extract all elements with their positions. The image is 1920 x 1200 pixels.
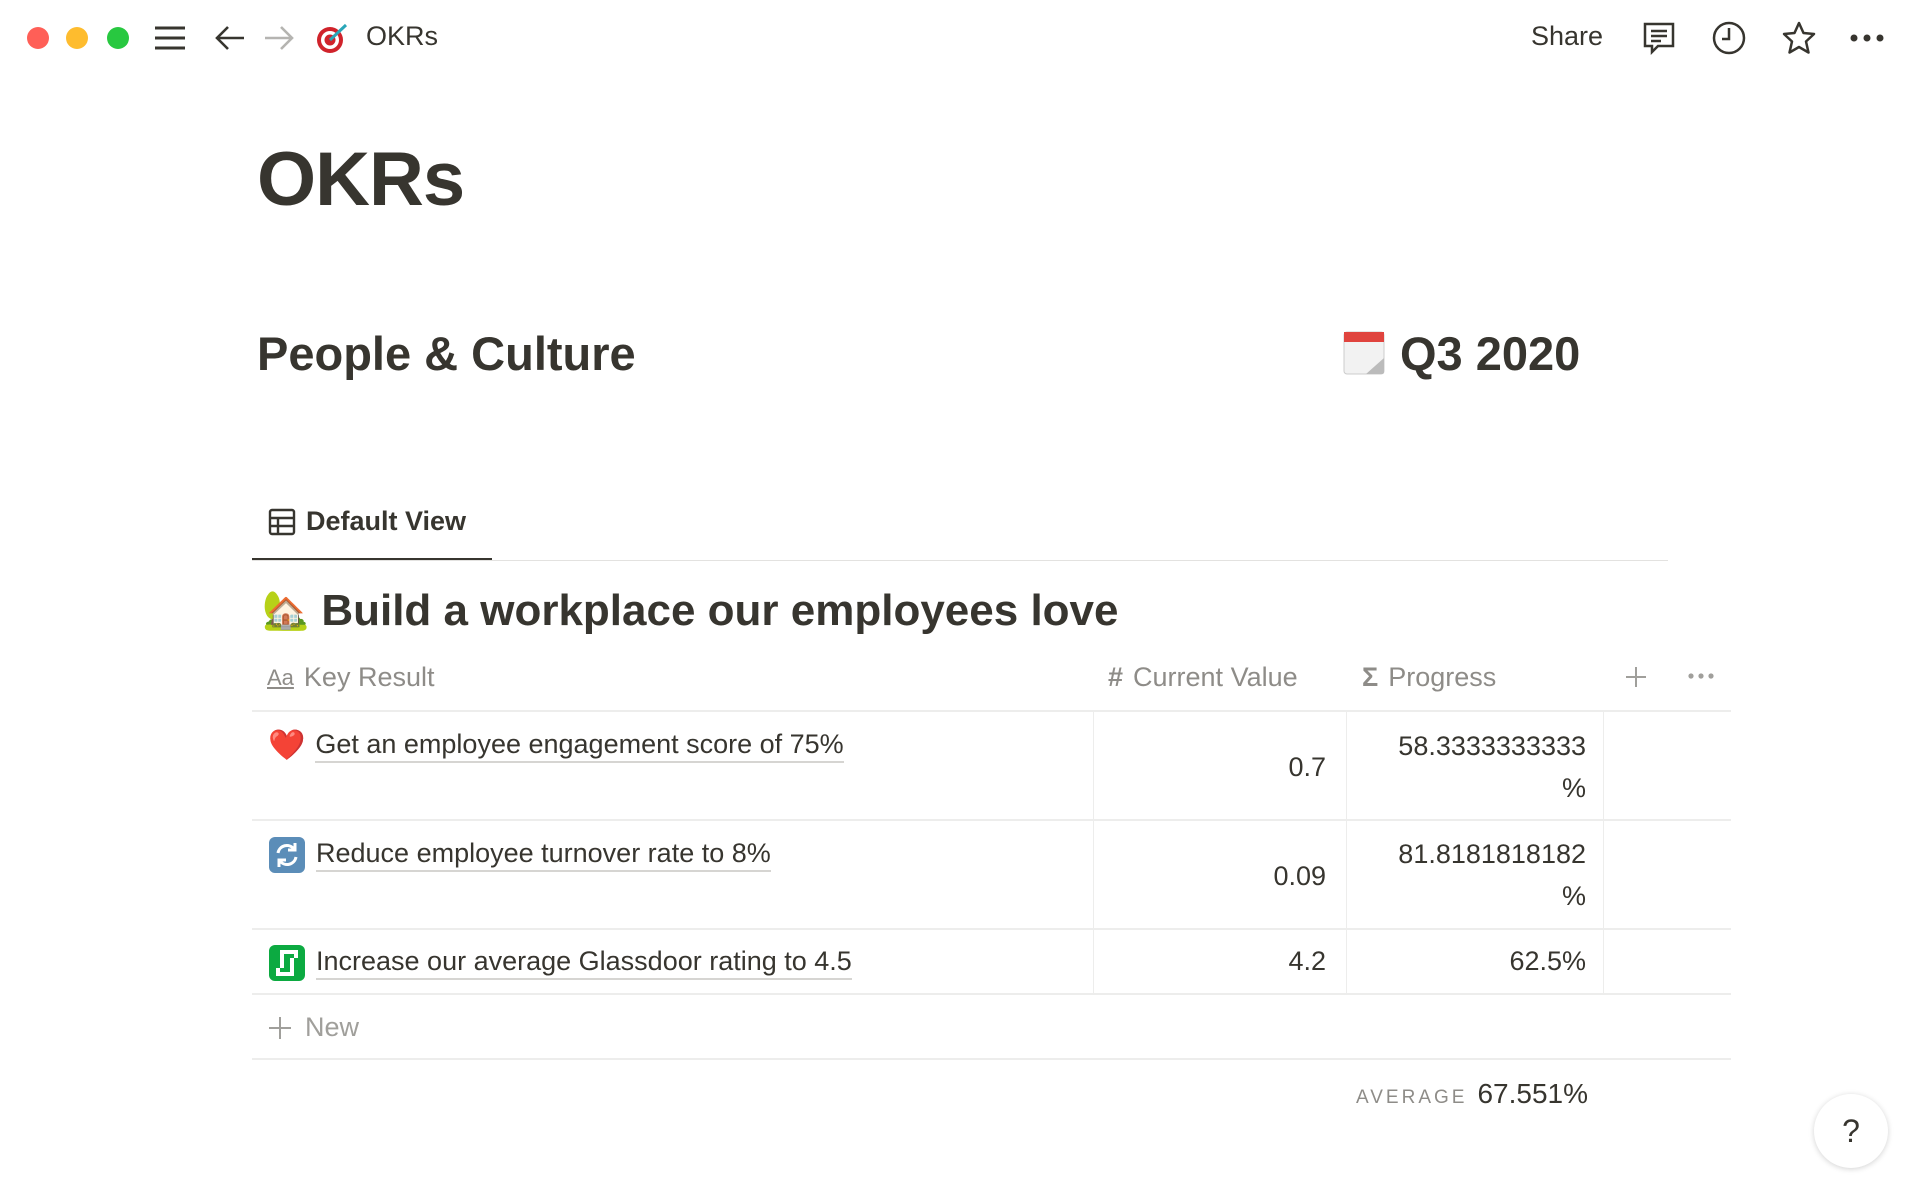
group-title: Build a workplace our employees love [321, 586, 1119, 635]
add-column-icon[interactable] [1624, 665, 1648, 689]
target-icon [314, 20, 350, 56]
current-value-cell[interactable]: 4.2 [1288, 946, 1326, 976]
key-result-link[interactable]: Reduce employee turnover rate to 8% [316, 838, 771, 872]
average-value: 67.551% [1477, 1078, 1588, 1109]
comment-icon[interactable] [1640, 20, 1678, 56]
group-heading: 🏡 Build a workplace our employees love [262, 586, 1118, 636]
forward-arrow-icon[interactable] [261, 20, 297, 56]
view-divider [252, 560, 1668, 561]
new-label: New [305, 1012, 360, 1042]
plus-icon [267, 1015, 293, 1041]
progress-cell-suffix: % [1561, 773, 1586, 803]
quarter-heading: Q3 2020 [1400, 327, 1581, 380]
refresh-icon [268, 836, 306, 874]
share-button[interactable]: Share [1531, 21, 1604, 51]
number-type-icon: # [1108, 662, 1124, 692]
back-arrow-icon[interactable] [212, 20, 248, 56]
house-icon: 🏡 [262, 590, 310, 632]
progress-cell: 58.3333333333 [1398, 731, 1586, 761]
active-tab-underline [252, 558, 492, 561]
more-options-icon[interactable] [1848, 20, 1886, 56]
sidebar-menu-icon[interactable] [152, 20, 188, 56]
page-title: OKRs [257, 137, 465, 222]
key-result-link[interactable]: Increase our average Glassdoor rating to… [316, 946, 852, 980]
table-options-icon[interactable] [1687, 672, 1715, 680]
help-button[interactable]: ? [1814, 1094, 1888, 1168]
tab-default-view[interactable]: Default View [268, 506, 466, 537]
tab-label: Default View [306, 506, 467, 536]
calendar-icon [1342, 328, 1386, 376]
formula-type-icon: Σ [1362, 662, 1379, 692]
average-label: AVERAGE [1355, 1087, 1468, 1108]
table-row[interactable]: Increase our average Glassdoor rating to… [268, 944, 852, 982]
progress-cell-suffix: % [1561, 881, 1586, 911]
column-label: Key Result [303, 662, 435, 692]
glassdoor-icon [268, 944, 306, 982]
average-calculation[interactable]: AVERAGE 67.551% [1300, 1078, 1588, 1110]
column-header-key-result[interactable]: Aa Key Result [267, 662, 434, 693]
current-value-cell[interactable]: 0.09 [1273, 861, 1326, 891]
table-icon [268, 508, 296, 536]
progress-cell: 81.8181818182 [1398, 839, 1586, 869]
text-type-icon: Aa [267, 664, 294, 690]
key-result-link[interactable]: Get an employee engagement score of 75% [315, 729, 844, 763]
team-heading: People & Culture [257, 327, 636, 380]
column-label: Current Value [1133, 662, 1298, 692]
heart-icon: ❤️ [268, 729, 306, 762]
maximize-window-button[interactable] [107, 27, 129, 49]
star-icon[interactable] [1780, 20, 1818, 56]
new-row-button[interactable]: New [267, 1012, 359, 1043]
minimize-window-button[interactable] [66, 27, 88, 49]
column-header-progress[interactable]: Σ Progress [1362, 662, 1496, 693]
current-value-cell[interactable]: 0.7 [1288, 752, 1326, 782]
page-breadcrumb-title[interactable]: OKRs [366, 21, 439, 51]
column-label: Progress [1388, 662, 1497, 692]
clock-icon[interactable] [1710, 20, 1748, 56]
close-window-button[interactable] [27, 27, 49, 49]
column-header-current-value[interactable]: # Current Value [1108, 662, 1298, 693]
progress-cell: 62.5% [1509, 946, 1586, 976]
table-row[interactable]: ❤️ Get an employee engagement score of 7… [268, 728, 844, 763]
table-row[interactable]: Reduce employee turnover rate to 8% [268, 836, 771, 874]
